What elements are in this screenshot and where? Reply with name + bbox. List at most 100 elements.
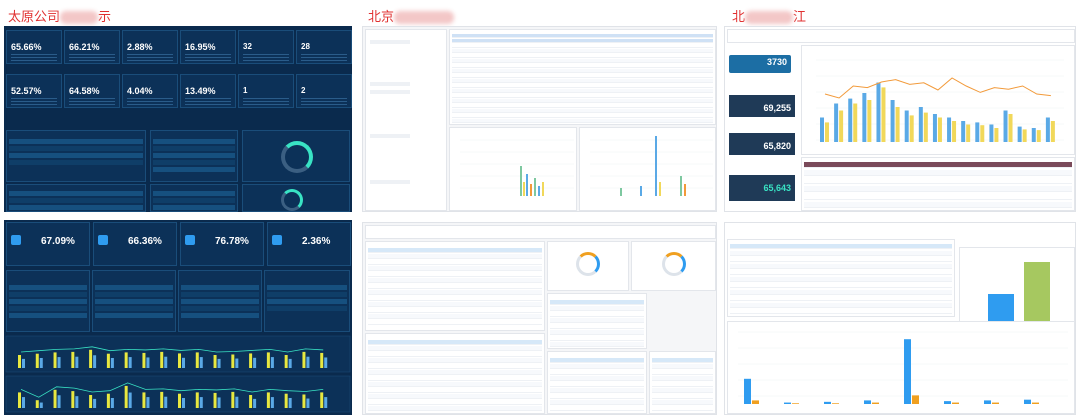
data-table-7 bbox=[178, 270, 262, 332]
bar-chart-b bbox=[590, 136, 713, 196]
trend-bar bbox=[35, 353, 39, 368]
kpi-subline bbox=[69, 57, 115, 58]
trend-bar bbox=[253, 398, 257, 408]
kpi-subline bbox=[185, 104, 231, 105]
table-row bbox=[95, 306, 173, 311]
kpi-value: 65,820 bbox=[763, 141, 791, 151]
data-table-2 bbox=[150, 130, 238, 182]
table-row bbox=[652, 406, 713, 411]
chart-bar bbox=[680, 176, 682, 196]
trend-bar bbox=[89, 349, 93, 368]
trend-bar bbox=[146, 357, 150, 368]
chart-bar bbox=[530, 184, 532, 196]
filter-select[interactable] bbox=[370, 82, 410, 86]
detail-table bbox=[801, 157, 1075, 211]
redacted-mark bbox=[394, 11, 455, 24]
chart-bar bbox=[640, 186, 642, 196]
bar-chart-right bbox=[579, 127, 716, 211]
chart-bar bbox=[876, 82, 881, 142]
kpi-primary: 3730 bbox=[729, 55, 791, 73]
table-row bbox=[652, 382, 713, 387]
table-a bbox=[365, 241, 545, 331]
combo-chart-svg bbox=[816, 59, 1064, 142]
kpi-value: 2 bbox=[301, 86, 306, 95]
kpi-subline bbox=[11, 104, 57, 105]
gauge-panel-b bbox=[631, 241, 716, 291]
chart-bar bbox=[923, 112, 928, 142]
dashboard-light-right bbox=[724, 222, 1076, 415]
gauge-panel-2 bbox=[242, 184, 350, 212]
chart-bar bbox=[961, 121, 966, 142]
filter-select[interactable] bbox=[370, 90, 410, 94]
chart-bar bbox=[792, 403, 799, 404]
filter-select[interactable] bbox=[370, 40, 410, 44]
kpi-subline bbox=[11, 60, 57, 61]
chart-bar bbox=[659, 182, 661, 196]
kpi-tile: 2.36% bbox=[267, 222, 351, 266]
table-row bbox=[368, 248, 542, 253]
table-row bbox=[652, 358, 713, 363]
table-row bbox=[95, 313, 173, 318]
filter-select[interactable] bbox=[370, 180, 410, 184]
trend-bar bbox=[195, 352, 199, 368]
dashboard-taiyuan: 65.66% 66.21% 2.88% 16.95% 32 28 52.57% 64.58% 4… bbox=[4, 26, 352, 212]
chart-bar bbox=[1031, 128, 1036, 142]
table-row bbox=[368, 320, 542, 325]
table-row bbox=[652, 370, 713, 375]
kpi-value: 65.66% bbox=[11, 42, 42, 52]
dashboard-north: 3730 69,255 65,820 65,643 bbox=[724, 26, 1076, 212]
kpi-tile: 13.49% bbox=[180, 74, 236, 108]
table-row bbox=[652, 364, 713, 369]
kpi-secondary: 65,820 bbox=[729, 133, 795, 155]
trend-bar bbox=[324, 357, 328, 368]
table-row bbox=[804, 178, 1072, 184]
trend-bar bbox=[146, 397, 150, 408]
table-row bbox=[804, 194, 1072, 200]
table-row bbox=[804, 170, 1072, 176]
table-row bbox=[267, 299, 347, 304]
kpi-subline bbox=[185, 54, 231, 55]
chart-bar bbox=[947, 117, 952, 142]
kpi-value: 13.49% bbox=[185, 86, 216, 96]
trend-bar bbox=[231, 391, 235, 408]
chart-bar bbox=[872, 402, 879, 404]
table-row bbox=[9, 299, 87, 304]
trend-charts bbox=[5, 335, 351, 413]
kpi-subline bbox=[69, 104, 115, 105]
trend-bar bbox=[142, 392, 146, 408]
trend-bar bbox=[71, 351, 75, 368]
table-row bbox=[368, 400, 542, 405]
dashboard-beijing bbox=[362, 26, 717, 212]
table-row bbox=[730, 263, 952, 269]
kpi-subline bbox=[185, 60, 231, 61]
filter-select[interactable] bbox=[370, 134, 410, 138]
kpi-value: 16.95% bbox=[185, 42, 216, 52]
caption-north-text: 北 bbox=[732, 10, 746, 25]
chart-bar bbox=[932, 114, 937, 142]
kpi-subline bbox=[243, 98, 289, 99]
data-table-5 bbox=[6, 270, 90, 332]
gauge-1 bbox=[281, 141, 313, 173]
kpi-tile: 65.66% bbox=[6, 30, 62, 64]
trend-bar bbox=[199, 397, 203, 408]
chart-bar bbox=[526, 174, 528, 196]
kpi-value: 1 bbox=[243, 86, 248, 95]
chart-bar bbox=[1045, 117, 1050, 142]
kpi-subline bbox=[243, 60, 289, 61]
table-row bbox=[153, 205, 235, 210]
kpi-subline bbox=[127, 98, 173, 99]
kpi-subline bbox=[301, 98, 347, 99]
table-row bbox=[452, 84, 713, 88]
table-row bbox=[9, 139, 143, 144]
chart-bar bbox=[952, 121, 957, 142]
table-row bbox=[652, 388, 713, 393]
table-row bbox=[452, 54, 713, 58]
chart-bar bbox=[862, 93, 867, 142]
table-b bbox=[547, 293, 647, 349]
trend-bar bbox=[306, 398, 310, 408]
chart-bar bbox=[890, 100, 895, 142]
trend-bar bbox=[253, 357, 257, 368]
table-row bbox=[368, 394, 542, 399]
trend-bar bbox=[39, 402, 43, 408]
trend-bar bbox=[178, 353, 181, 368]
